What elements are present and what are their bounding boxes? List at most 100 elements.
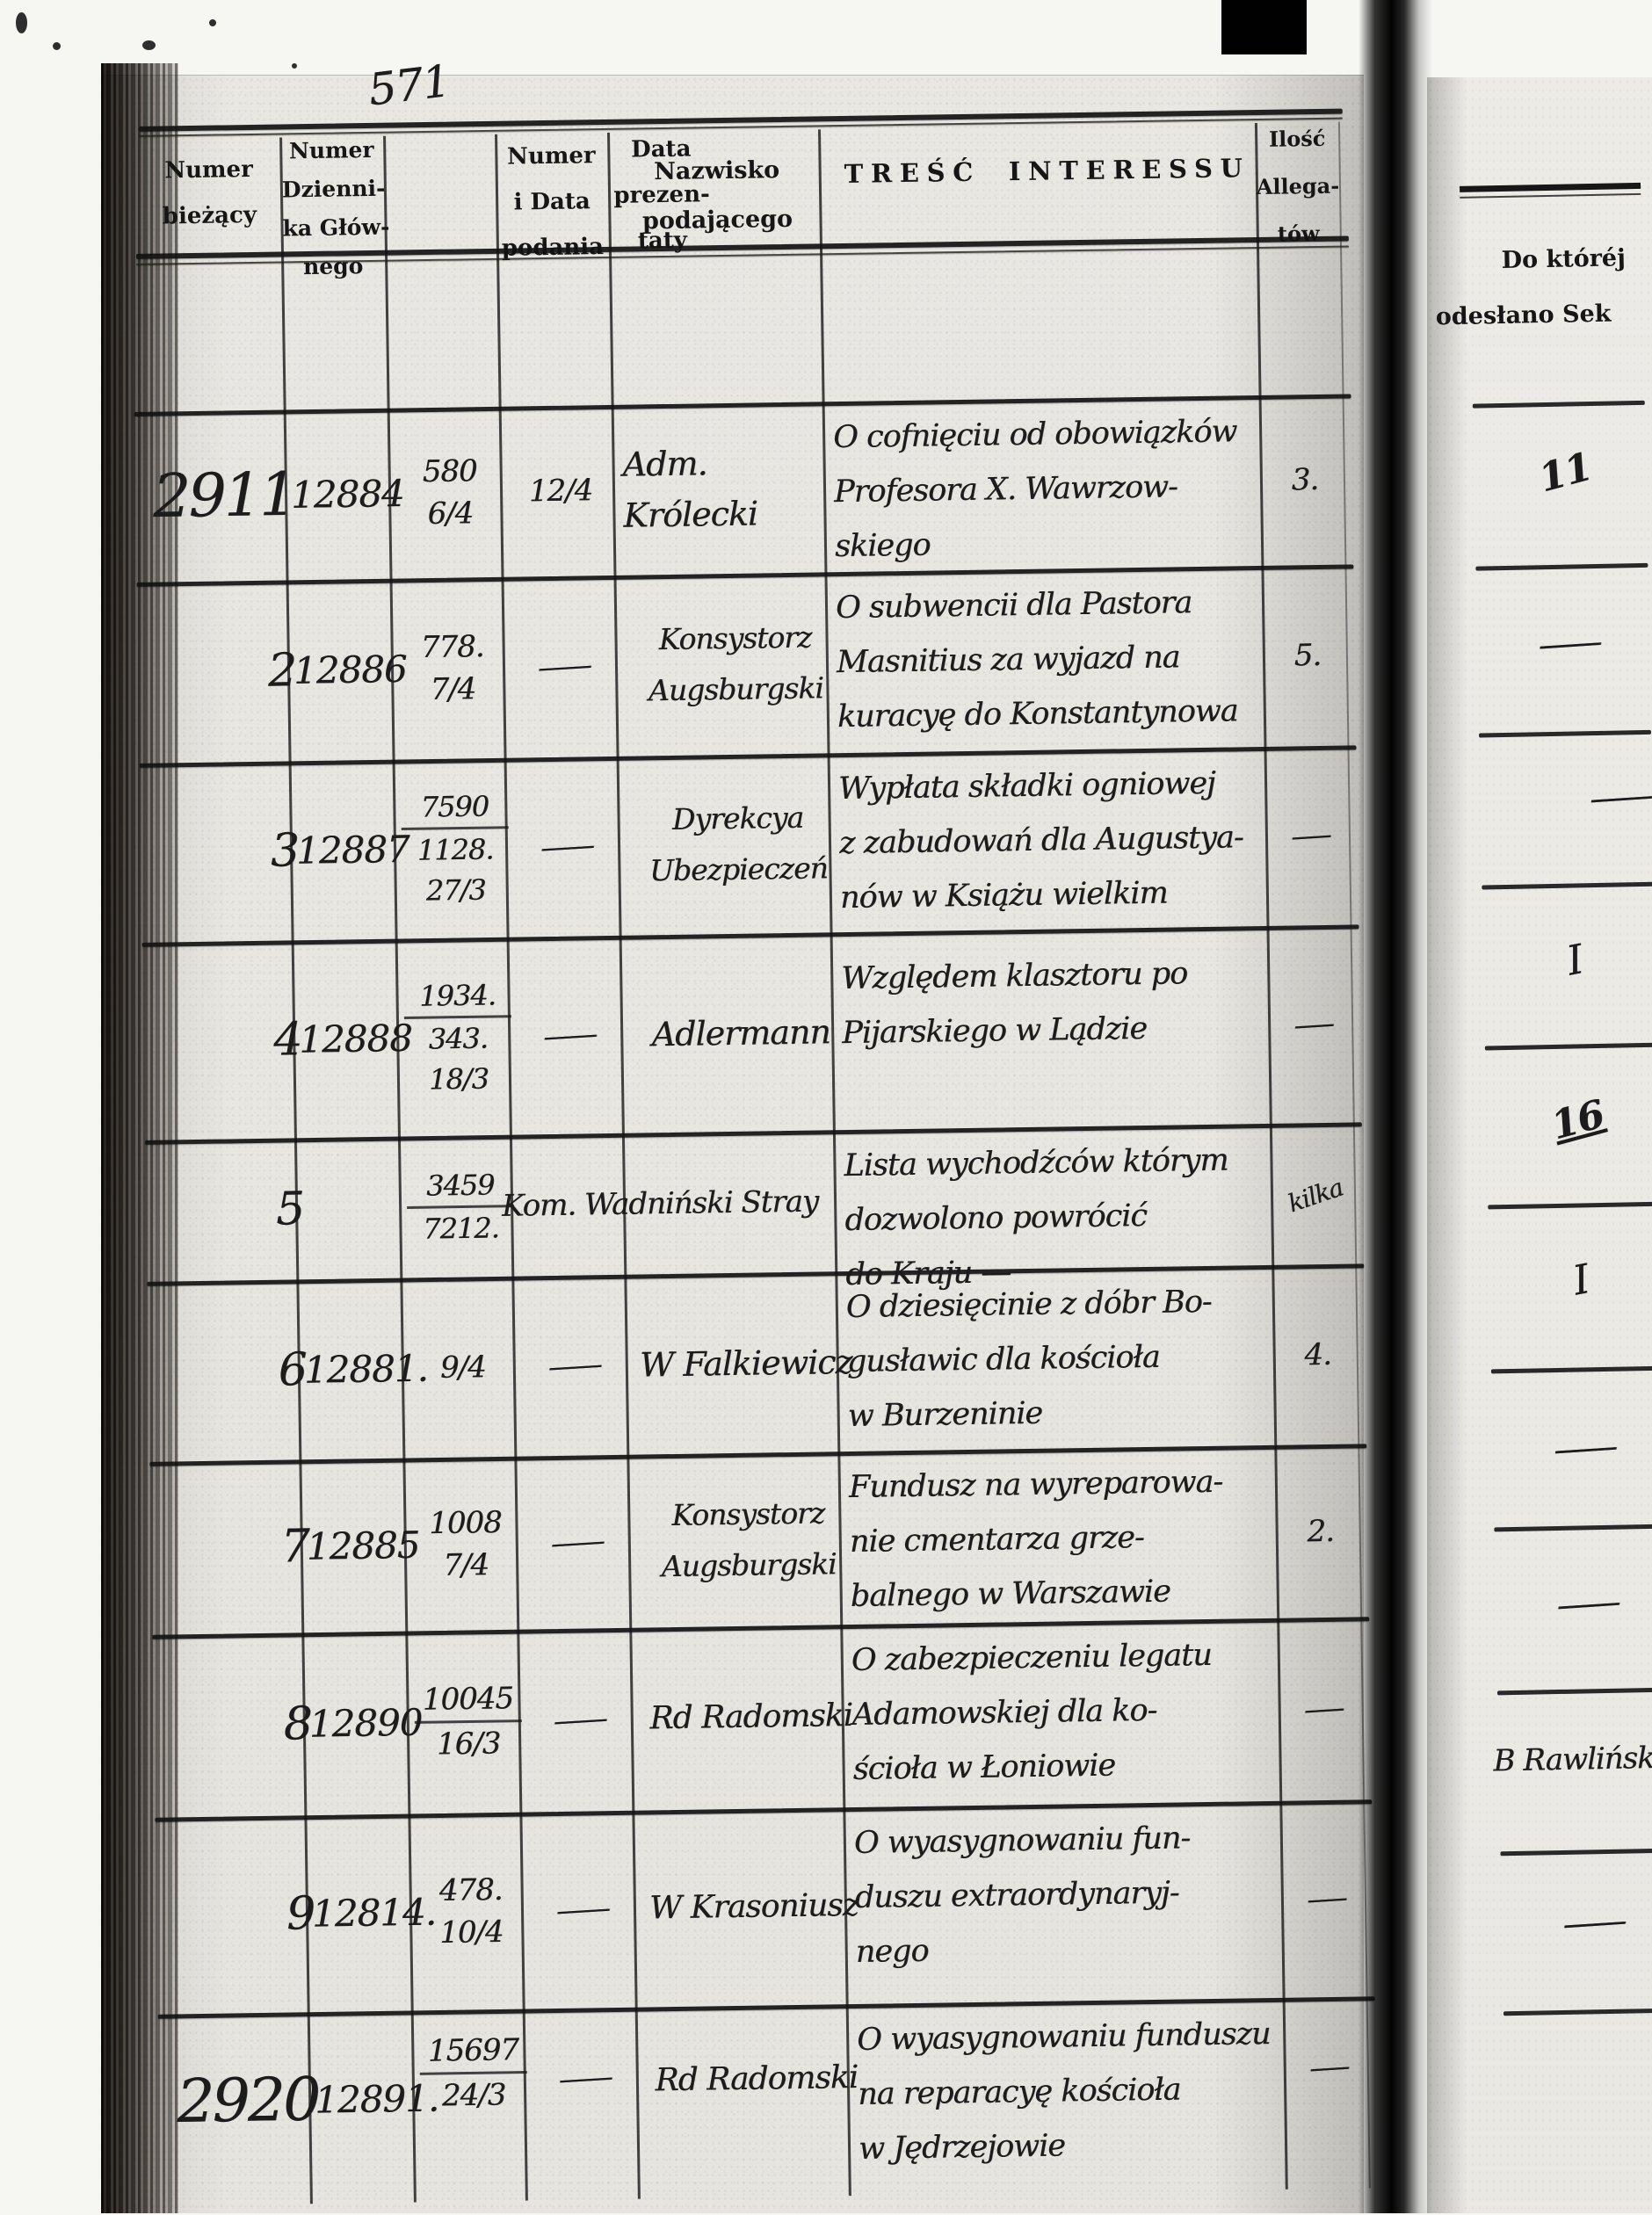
cell-numer-data-podania: 15697 24/3 [419, 2029, 527, 2117]
cell-numer-biezacy: 2920 [176, 2065, 319, 2137]
cell-numer-data-podania: 7590 1128. 27/3 [401, 785, 510, 911]
cell-nazwisko: Adm. Królecki [622, 436, 844, 541]
cell-tresc: O subwencii dla Pastora Masnitius za wyj… [836, 575, 1269, 744]
row-separator [1500, 1848, 1652, 1857]
cell-numer-dziennika: 12888 [298, 1016, 413, 1061]
row-mark: B Rawliński [1493, 1740, 1652, 1779]
cell-ilosc-allegatow: 3. [1291, 462, 1319, 498]
podania-line: 7590 [401, 785, 509, 831]
book-gutter-shadow [1359, 0, 1432, 2213]
cell-data-prezentaty: — [512, 828, 620, 866]
cell-numer-data-podania: 1008 7/4 [411, 1501, 519, 1587]
dust-speck [209, 19, 216, 26]
cell-numer-biezacy: 2911 [152, 460, 295, 532]
podania-line: 15697 [419, 2029, 527, 2075]
cell-ilosc-allegatow: — [1272, 1005, 1354, 1043]
register-left-page: 571 Numer bieżący Numer Dzienni- ka Głów… [101, 0, 1375, 2213]
dash-mark: — [543, 1346, 605, 1385]
dash-mark: — [1301, 1690, 1345, 1728]
header-nazwisko-podajacego: Nazwisko podającego [616, 145, 818, 246]
row-mark: I [1562, 935, 1587, 985]
cell-nazwisko: Kom. Wadniński Stray [502, 1175, 854, 1231]
nazwisko-line: Konsystorz [658, 619, 812, 657]
dash-mark: — [1303, 1879, 1349, 1918]
dash-mark: — [538, 1016, 600, 1054]
top-rule [1460, 182, 1641, 192]
dash-mark: — [545, 1523, 607, 1561]
row-separator [1482, 881, 1652, 890]
dash-mark: — [1547, 1426, 1620, 1471]
dust-speck [142, 40, 156, 50]
nazwisko-line: Adm. [622, 444, 707, 484]
cell-ilosc-allegatow: 5. [1293, 637, 1322, 674]
header-line: Ilość [1268, 125, 1326, 152]
cell-numer-dziennika: 12881. [303, 1346, 429, 1392]
header-line: tów [1277, 220, 1320, 247]
cell-data-prezentaty: — [528, 1891, 636, 1929]
tresc-line: Fundusz na wyreparowa- [848, 1464, 1223, 1506]
cell-numer-biezacy: 5 [275, 1182, 305, 1236]
header-line: ka Głów- [282, 214, 390, 242]
cell-numer-data-podania: 478. 10/4 [417, 1869, 525, 1955]
nazwisko-line: W Krasoniusz [648, 1886, 859, 1927]
cell-nazwisko: Adlermann [631, 1005, 851, 1060]
tresc-line: nie cmentarza grze- [849, 1520, 1144, 1560]
cell-tresc: Wypłata składki ogniowej z zabudowań dla… [838, 756, 1272, 925]
table-row: 4 12888 1934. 343. 18/3 — Adlermann Wzgl… [147, 924, 1362, 1140]
tresc-line: Względem klasztoru po [841, 956, 1188, 997]
row-mark: — [1580, 775, 1652, 819]
podania-line: 7/4 [443, 1546, 489, 1583]
nazwisko-line: Kom. Wadniński Stray [501, 1184, 819, 1224]
tresc-line: Wypłata składki ogniowej [837, 765, 1216, 807]
row-mark: — [1481, 621, 1652, 665]
dust-speck [16, 12, 27, 33]
tresc-line: O zabezpieczeniu legatu [851, 1637, 1213, 1679]
podania-line: 7/4 [430, 671, 476, 708]
cell-data-prezentaty: — [531, 2059, 639, 2098]
facing-page-fragment: Do któréj odesłano Sek 11 — — I 16 I — —… [1427, 0, 1652, 2213]
podania-line: 343. [428, 1021, 489, 1056]
table-row: 6 12881. 9/4 — W Falkiewicz O dziesięcin… [151, 1263, 1366, 1461]
tresc-line: Pijarskiego w Lądzie [841, 1010, 1148, 1052]
nazwisko-line: W Falkiewicz [639, 1342, 852, 1385]
podania-line: 6/4 [427, 496, 474, 532]
cell-data-prezentaty: 12/4 [528, 473, 593, 510]
tresc-line: skiego [834, 527, 931, 565]
cell-numer-data-podania: 3459 7212. [406, 1163, 515, 1249]
cell-numer-data-podania: 1934. 343. 18/3 [403, 974, 512, 1100]
dash-mark: — [547, 1700, 610, 1740]
tresc-line: nów w Książu wielkim [839, 875, 1168, 916]
tresc-line: Masnitius za wyjazd na [836, 640, 1180, 681]
header-numer-dziennika: Numer Dzienni- ka Głów- nego [281, 131, 390, 287]
podania-line: 778. [420, 629, 484, 666]
dash-mark: — [1556, 1900, 1630, 1945]
dust-speck [53, 42, 61, 50]
header-numer-biezacy: Numer bieżący [139, 147, 279, 240]
cell-nazwisko: Rd Radomski [646, 2052, 866, 2107]
cell-numer-data-podania: 580 6/4 [395, 450, 504, 536]
tresc-line: w Jędrzejowie [858, 2128, 1066, 2167]
row-separator [1503, 2008, 1652, 2016]
dash-mark: — [1287, 816, 1333, 855]
tresc-line: gusławic dla kościoła [846, 1339, 1160, 1380]
kilka-mark: kilka [1284, 1172, 1347, 1219]
cell-tresc: O wyasygnowaniu fun- duszu extraordynary… [853, 1810, 1286, 1980]
header-line: bieżący [162, 201, 257, 230]
dust-speck [292, 63, 297, 69]
table-row: 2 12886 778. 7/4 — Konsystorz Augsburgsk… [141, 564, 1357, 763]
row-separator [1475, 562, 1648, 571]
row-separator [1478, 729, 1652, 738]
cell-numer-dziennika: 12887 [295, 827, 410, 872]
cell-data-prezentaty: — [515, 1016, 623, 1054]
table-row: 2911 12884 580 6/4 12/4 Adm. Królecki O … [139, 394, 1354, 582]
table-row: 8 12890 10045 16/3 — Rd Radomski O zabez… [156, 1617, 1372, 1817]
cell-ilosc-allegatow: 4. [1304, 1336, 1332, 1372]
podania-line: 478. [438, 1871, 503, 1909]
tresc-line: na reparacyę kościoła [857, 2072, 1181, 2112]
cell-numer-biezacy: 9 [286, 1887, 315, 1941]
podania-line: 10045 [414, 1677, 522, 1724]
podania-line: 18/3 [428, 1061, 489, 1097]
film-black-bar-top [1221, 0, 1307, 54]
row-separator [1496, 1687, 1652, 1696]
